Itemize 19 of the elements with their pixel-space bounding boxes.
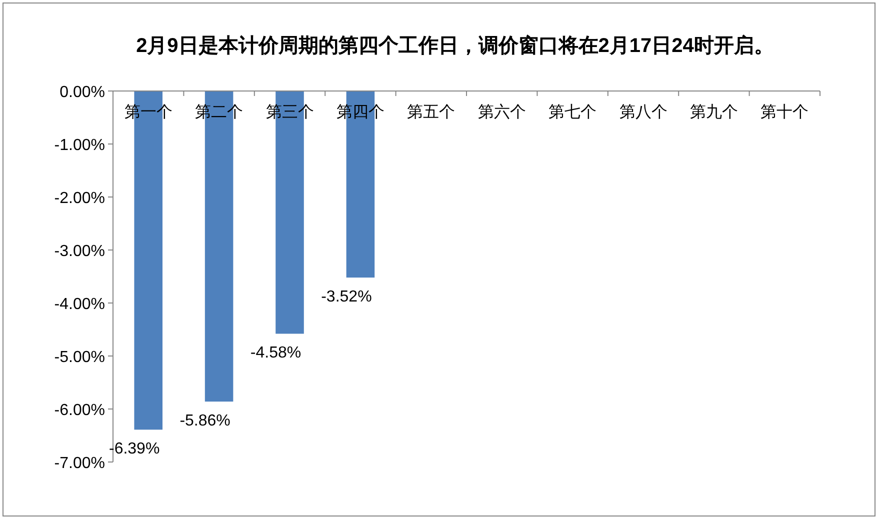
data-label: -5.86% (180, 412, 230, 430)
data-label: -6.39% (109, 440, 160, 458)
x-tick-label: 第八个 (619, 103, 668, 121)
x-tick-label: 第九个 (690, 103, 738, 121)
y-tick-label: -5.00% (54, 349, 105, 366)
x-tick-label: 第七个 (548, 103, 597, 121)
chart-title: 2月9日是本计价周期的第四个工作日，调价窗口将在2月17日24时开启。 (136, 34, 774, 57)
x-tick-label: 第六个 (478, 103, 526, 121)
y-tick-label: -7.00% (54, 455, 105, 472)
data-label: -3.52% (321, 288, 372, 306)
data-label: -4.58% (250, 344, 302, 362)
y-tick-label: 0.00% (60, 84, 105, 101)
x-tick-label: 第十个 (760, 103, 809, 121)
y-tick-label: -4.00% (54, 296, 105, 313)
y-tick-label: -3.00% (54, 243, 105, 260)
y-tick-label: -6.00% (54, 402, 105, 419)
y-tick-label: -1.00% (54, 137, 105, 154)
y-tick-label: -2.00% (54, 190, 105, 207)
x-tick-label: 第五个 (407, 103, 456, 121)
